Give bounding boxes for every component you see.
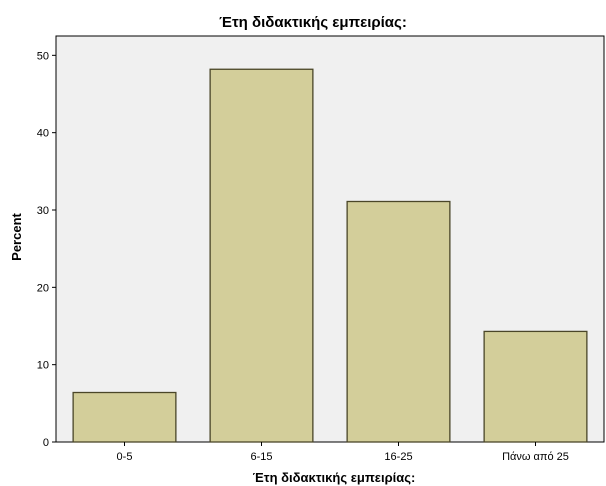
bar-1 bbox=[209, 68, 314, 443]
x-tick-label: 0-5 bbox=[117, 451, 133, 463]
bar-3 bbox=[483, 330, 588, 443]
x-tick-label: 16-25 bbox=[384, 451, 412, 463]
bar-0 bbox=[72, 391, 177, 443]
y-tick-label: 50 bbox=[37, 50, 49, 62]
y-axis-title: Percent bbox=[9, 212, 24, 260]
y-axis: 0 10 20 30 40 50 bbox=[37, 50, 56, 449]
y-tick-label: 40 bbox=[37, 128, 49, 140]
chart-title: Έτη διδακτικής εμπειρίας: bbox=[219, 14, 407, 31]
x-axis-title: Έτη διδακτικής εμπειρίας: bbox=[253, 470, 416, 485]
y-tick-label: 20 bbox=[37, 282, 49, 294]
y-tick-label: 0 bbox=[43, 437, 49, 449]
x-axis: 0-5 6-15 16-25 Πάνω από 25 bbox=[117, 442, 569, 463]
bars bbox=[72, 68, 588, 443]
y-tick-label: 30 bbox=[37, 205, 49, 217]
y-tick-label: 10 bbox=[37, 360, 49, 372]
bar-2 bbox=[346, 200, 451, 443]
x-tick-label: 6-15 bbox=[250, 451, 272, 463]
x-tick-label: Πάνω από 25 bbox=[502, 451, 569, 463]
